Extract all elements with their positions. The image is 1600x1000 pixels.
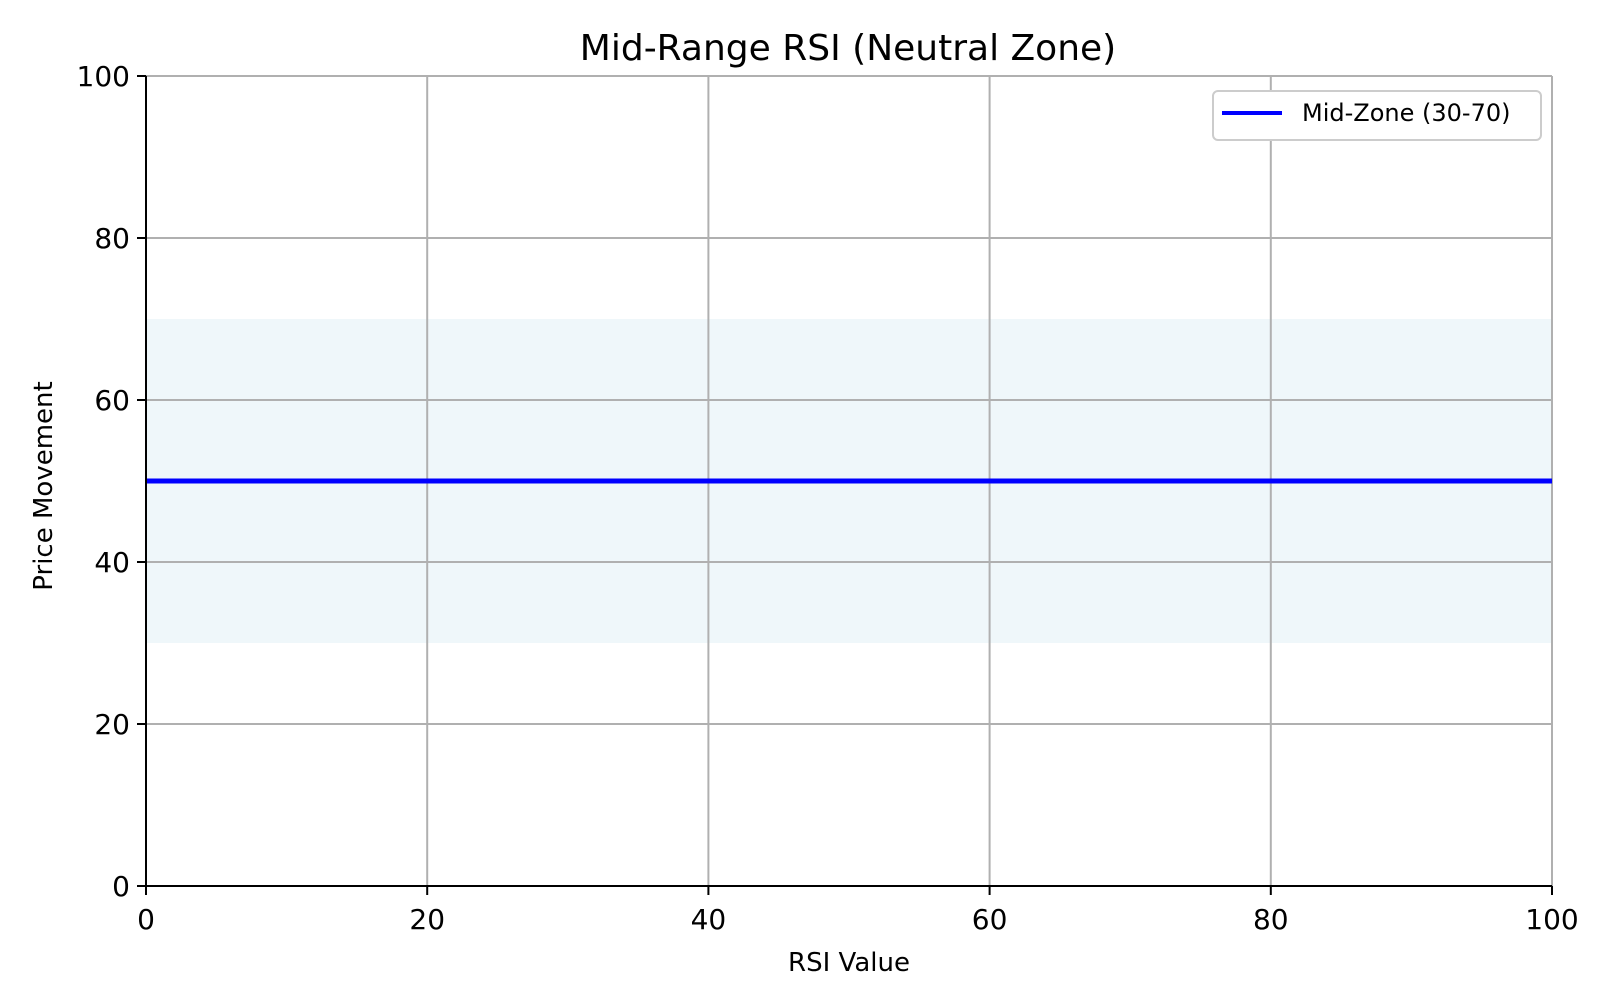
legend-label-mid-zone: Mid-Zone (30-70) [1302,99,1510,127]
x-tick-label-60: 60 [972,903,1008,936]
x-tick-label-0: 0 [137,903,155,936]
y-tick-label-20: 20 [94,708,130,741]
y-tick-label-0: 0 [112,870,130,903]
y-tick-label-40: 40 [94,546,130,579]
x-tick-label-40: 40 [691,903,727,936]
chart-title: Mid-Range RSI (Neutral Zone) [580,28,1116,69]
y-axis-label: Price Movement [29,381,59,590]
y-tick-label-60: 60 [94,384,130,417]
x-axis-label: RSI Value [788,948,910,978]
x-tick-label-100: 100 [1525,903,1578,936]
legend-box [1212,90,1542,141]
y-tick-label-100: 100 [77,60,130,93]
legend: Mid-Zone (30-70) [1212,90,1542,141]
tick-layer: 0 20 40 60 80 100 0 20 40 60 80 100 [77,60,1579,936]
x-tick-label-20: 20 [409,903,445,936]
x-tick-label-80: 80 [1253,903,1289,936]
y-tick-label-80: 80 [94,222,130,255]
